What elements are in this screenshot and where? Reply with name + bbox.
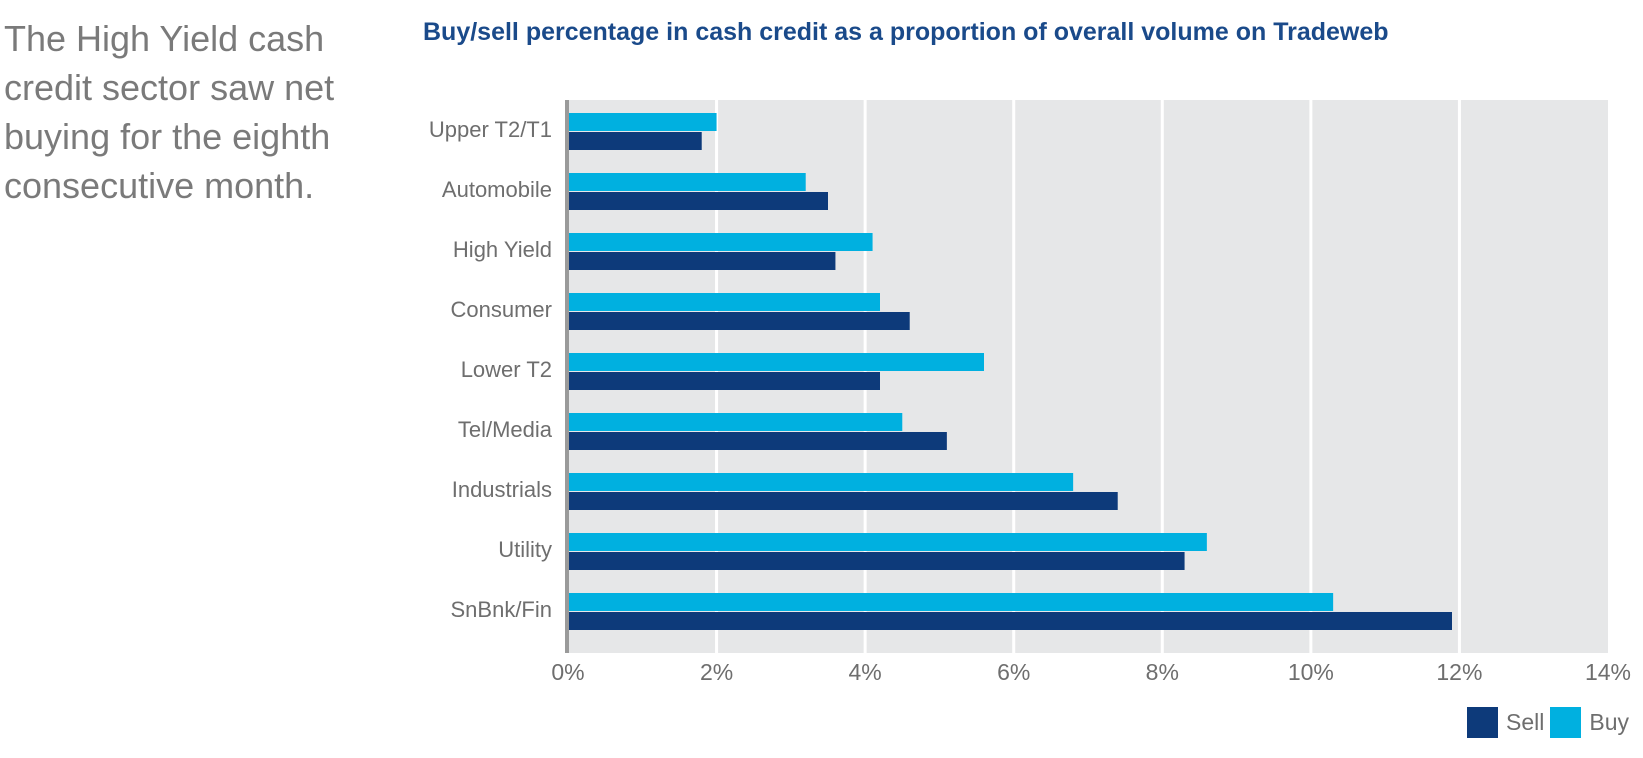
chart-legend: Sell Buy: [1461, 707, 1629, 738]
bar-sell: [568, 492, 1118, 510]
bar-buy: [568, 593, 1334, 611]
bar-buy: [568, 113, 717, 131]
legend-item-buy: Buy: [1550, 707, 1629, 738]
x-tick-label: 12%: [1436, 659, 1482, 685]
x-tick-label: 8%: [1146, 659, 1179, 685]
category-label: Consumer: [451, 297, 552, 322]
bar-sell: [568, 252, 836, 270]
bar-sell: [568, 132, 702, 150]
bar-buy: [568, 473, 1074, 491]
bar-buy: [568, 233, 873, 251]
chart-title: Buy/sell percentage in cash credit as a …: [423, 18, 1389, 46]
bar-sell: [568, 612, 1452, 630]
x-tick-label: 6%: [997, 659, 1030, 685]
x-tick-label: 14%: [1585, 659, 1631, 685]
bar-sell: [568, 432, 947, 450]
legend-item-sell: Sell: [1467, 707, 1544, 738]
legend-swatch-buy: [1550, 707, 1582, 738]
legend-swatch-sell: [1467, 707, 1498, 738]
x-tick-label: 2%: [700, 659, 733, 685]
bar-sell: [568, 192, 828, 210]
x-tick-label: 10%: [1288, 659, 1334, 685]
bar-buy: [568, 533, 1207, 551]
category-label: Tel/Media: [458, 417, 553, 442]
bar-sell: [568, 312, 910, 330]
category-label: Industrials: [452, 477, 552, 502]
bar-buy: [568, 173, 806, 191]
category-label: High Yield: [453, 237, 552, 262]
bar-buy: [568, 353, 984, 371]
x-tick-label: 0%: [551, 659, 584, 685]
headline-text: The High Yield cash credit sector saw ne…: [4, 18, 335, 206]
category-label: Automobile: [442, 177, 552, 202]
bar-sell: [568, 552, 1185, 570]
category-label: SnBnk/Fin: [451, 597, 553, 622]
legend-label-buy: Buy: [1589, 709, 1629, 735]
bar-sell: [568, 372, 880, 390]
category-label: Upper T2/T1: [429, 117, 552, 142]
bar-buy: [568, 293, 880, 311]
category-label: Utility: [498, 537, 552, 562]
bar-buy: [568, 413, 903, 431]
x-tick-label: 4%: [849, 659, 882, 685]
category-label: Lower T2: [461, 357, 552, 382]
legend-label-sell: Sell: [1506, 709, 1545, 735]
